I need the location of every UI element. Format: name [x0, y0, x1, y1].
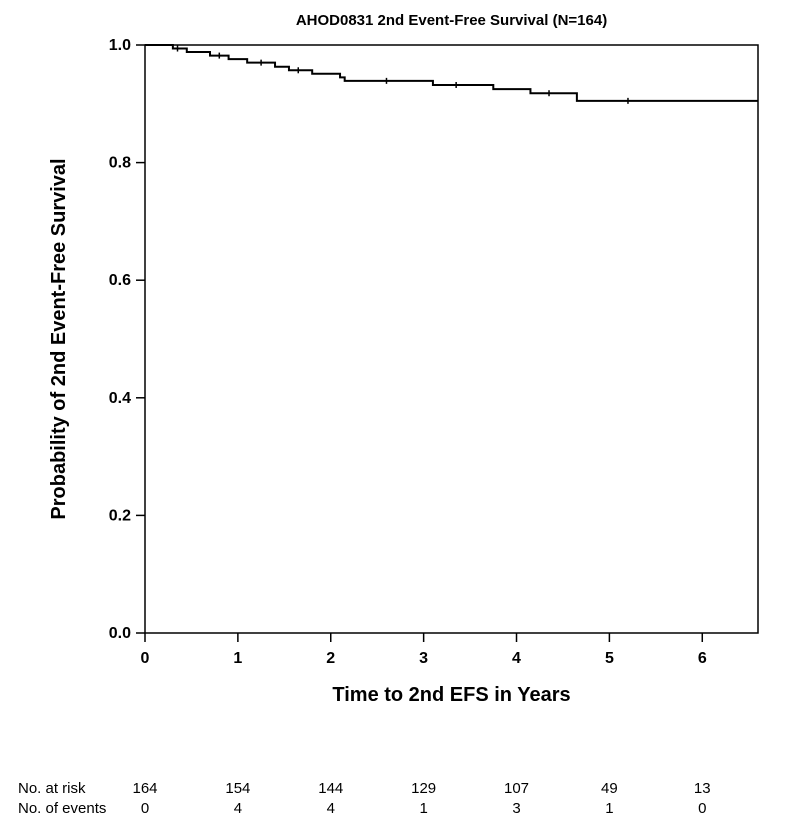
x-tick-label: 5: [605, 650, 614, 667]
y-tick-label: 1.0: [109, 37, 131, 54]
risk-cell: 3: [512, 800, 520, 817]
risk-table: No. at risk1641541441291074913No. of eve…: [0, 780, 800, 820]
survival-chart: AHOD0831 2nd Event-Free Survival (N=164)…: [0, 0, 800, 760]
y-ticks: 0.0 0.2 0.4 0.6 0.8 1.0: [109, 37, 145, 642]
x-tick-label: 0: [141, 650, 150, 667]
risk-cell: 144: [318, 780, 343, 797]
y-axis-label: Probability of 2nd Event-Free Survival: [48, 158, 70, 519]
risk-row: No. of events 0 4 4 1 3 1 0: [0, 800, 800, 820]
y-tick-label: 0.4: [109, 390, 131, 407]
x-tick-label: 6: [698, 650, 707, 667]
risk-cell: 4: [234, 800, 242, 817]
risk-cell: 164: [132, 780, 157, 797]
x-ticks: 0 1 2 3 4 5 6: [141, 633, 707, 667]
x-tick-label: 1: [233, 650, 242, 667]
x-tick-label: 3: [419, 650, 428, 667]
y-tick-label: 0.6: [109, 272, 131, 289]
y-tick-label: 0.2: [109, 507, 131, 524]
risk-row: No. at risk 164 154 144 129 107 49 13: [0, 780, 800, 800]
risk-cell: 49: [601, 780, 618, 797]
risk-cell: 0: [141, 800, 149, 817]
y-tick-label: 0.8: [109, 155, 131, 172]
x-axis-label: Time to 2nd EFS in Years: [332, 684, 570, 706]
risk-cell: 1: [605, 800, 613, 817]
x-tick-label: 2: [326, 650, 335, 667]
risk-cell: 13: [694, 780, 711, 797]
x-tick-label: 4: [512, 650, 521, 667]
plot-frame: [145, 45, 758, 633]
risk-cell: 107: [504, 780, 529, 797]
risk-cell: 4: [327, 800, 335, 817]
risk-row-label: No. at risk: [18, 780, 86, 797]
risk-cell: 0: [698, 800, 706, 817]
risk-cell: 154: [225, 780, 250, 797]
risk-cell: 129: [411, 780, 436, 797]
y-tick-label: 0.0: [109, 625, 131, 642]
risk-cell: 1: [419, 800, 427, 817]
censor-marks: [178, 46, 628, 104]
chart-title: AHOD0831 2nd Event-Free Survival (N=164): [296, 12, 607, 29]
risk-row-label: No. of events: [18, 800, 106, 817]
survival-curve: [145, 45, 758, 101]
